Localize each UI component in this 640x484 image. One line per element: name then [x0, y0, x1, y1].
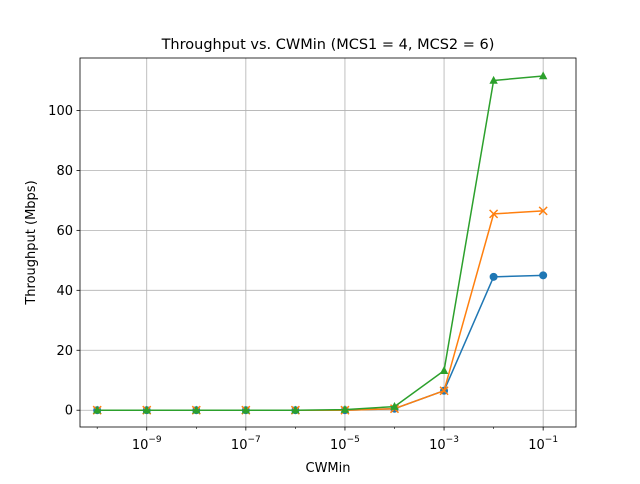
x-tick-label: 10−9: [132, 435, 162, 453]
data-point-stroke: [538, 206, 548, 216]
chart-title: Throughput vs. CWMin (MCS1 = 4, MCS2 = 6…: [161, 37, 495, 53]
y-axis-label: Throughput (Mbps): [24, 180, 39, 305]
x-tick-label-exponent: −1: [545, 435, 558, 445]
data-point-stroke: [439, 386, 449, 396]
x-axis-label: CWMin: [306, 461, 351, 476]
y-tick-label: 40: [56, 284, 73, 299]
series-line: [97, 75, 544, 411]
data-point: [439, 386, 449, 396]
y-tick-label: 20: [56, 344, 73, 359]
x-tick-label-base: 10: [528, 438, 545, 453]
data-point: [539, 271, 548, 280]
y-tick-label: 80: [56, 164, 73, 179]
y-tick-label: 100: [48, 104, 73, 119]
y-tick-label: 0: [65, 404, 73, 419]
data-point: [390, 402, 399, 410]
data-point: [538, 71, 548, 80]
x-tick-label-base: 10: [231, 438, 248, 453]
x-tick-label-base: 10: [132, 438, 149, 453]
x-tick-label-exponent: −7: [247, 435, 260, 445]
data-point: [142, 405, 151, 414]
x-tick-label-base: 10: [429, 438, 446, 453]
data-point: [489, 272, 498, 281]
data-point: [241, 405, 251, 414]
x-tick-label-exponent: −3: [446, 435, 459, 445]
data-point: [439, 366, 449, 374]
data-point-stroke: [489, 209, 499, 219]
plot-frame: [79, 57, 577, 428]
x-tick-label: 10−3: [429, 435, 459, 453]
data-point: [192, 405, 201, 414]
x-tick-label-exponent: −9: [148, 435, 162, 445]
data-point: [92, 405, 102, 414]
x-tick-label-base: 10: [330, 438, 347, 453]
x-tick-label-exponent: −5: [347, 435, 360, 445]
series-layer: [92, 71, 548, 415]
data-point: [340, 405, 350, 413]
x-tick-label: 10−7: [231, 435, 261, 453]
x-tick-label: 10−5: [330, 435, 360, 453]
data-point: [489, 75, 498, 84]
grid-lines: [80, 58, 576, 427]
data-point: [291, 405, 300, 414]
plot-area: [80, 58, 576, 427]
data-point: [489, 209, 499, 219]
y-tick-label: 60: [56, 224, 73, 239]
data-point: [538, 206, 548, 216]
x-tick-label: 10−1: [528, 435, 558, 453]
